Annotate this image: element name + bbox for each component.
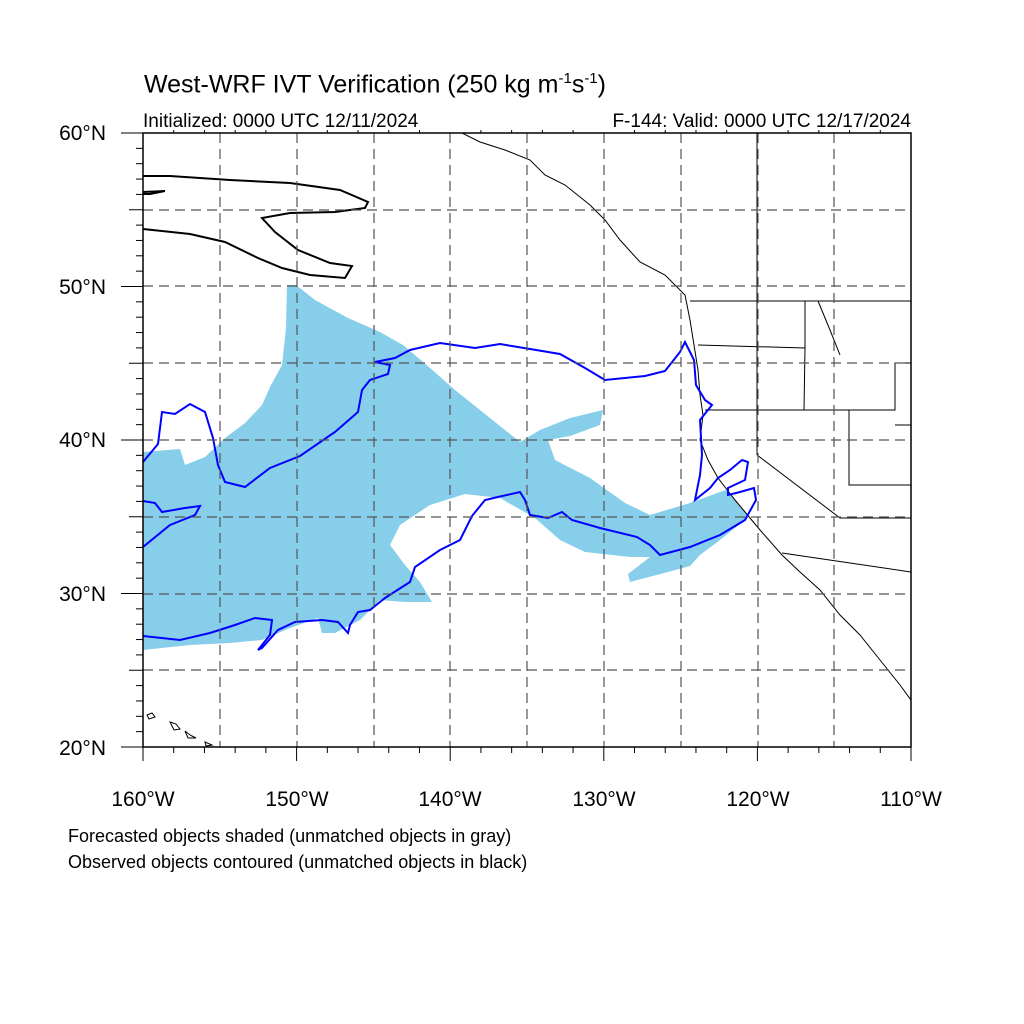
lat-tick-label: 20°N <box>59 737 106 760</box>
lon-tick-label: 160°W <box>111 788 174 811</box>
forecast-legend-note: Forecasted objects shaded (unmatched obj… <box>68 826 512 846</box>
lon-tick-label: 140°W <box>418 788 481 811</box>
valid-time-label: F-144: Valid: 0000 UTC 12/17/2024 <box>612 111 911 132</box>
lat-tick-label: 50°N <box>59 276 106 299</box>
initialized-label: Initialized: 0000 UTC 12/11/2024 <box>143 111 419 132</box>
axis-ticks <box>121 130 912 761</box>
lon-tick-labels: 160°W 150°W 140°W 130°W 120°W 110°W <box>111 788 942 811</box>
lat-tick-label: 60°N <box>59 122 106 145</box>
observed-legend-note: Observed objects contoured (unmatched ob… <box>68 852 528 872</box>
north-america-land <box>461 133 911 701</box>
map-title: West-WRF IVT Verification (250 kg m-1s-1… <box>144 70 606 99</box>
lon-tick-label: 130°W <box>572 788 635 811</box>
lon-tick-label: 120°W <box>726 788 789 811</box>
lat-tick-labels: 20°N 30°N 40°N 50°N 60°N <box>59 122 106 760</box>
matched-observed-objects <box>143 339 758 651</box>
lat-tick-label: 30°N <box>59 583 106 606</box>
lat-tick-label: 40°N <box>59 429 106 452</box>
lat-lon-grid <box>143 133 911 747</box>
unmatched-observed-objects <box>143 175 370 280</box>
lon-tick-label: 110°W <box>880 788 942 811</box>
hawaii-islands <box>146 712 214 747</box>
forecast-ivt-object <box>143 285 760 650</box>
lon-tick-label: 150°W <box>265 788 328 811</box>
